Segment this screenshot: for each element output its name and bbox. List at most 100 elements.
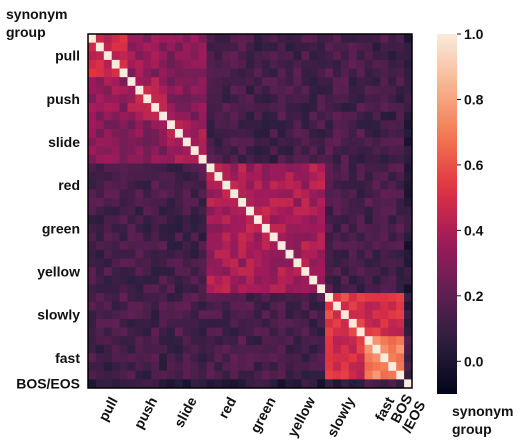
heatmap-cell xyxy=(253,362,263,372)
heatmap-cell xyxy=(222,85,231,95)
heatmap-cell xyxy=(174,198,184,208)
heatmap-cell xyxy=(372,310,381,320)
heatmap-cell xyxy=(230,137,239,147)
heatmap-cell xyxy=(325,284,334,294)
heatmap-cell xyxy=(88,362,97,372)
heatmap-cell xyxy=(253,379,263,389)
heatmap-cell xyxy=(293,293,302,303)
heatmap-cell xyxy=(222,353,231,363)
heatmap-cell xyxy=(261,51,271,61)
heatmap-cell xyxy=(253,353,263,363)
heatmap-cell xyxy=(293,94,302,104)
heatmap-cell xyxy=(356,327,365,337)
heatmap-cell xyxy=(143,198,152,208)
heatmap-cell xyxy=(206,189,215,199)
heatmap-cell xyxy=(135,336,144,346)
heatmap-cell xyxy=(135,223,144,233)
heatmap-cell xyxy=(388,379,397,389)
heatmap-cell xyxy=(119,77,128,87)
heatmap-cell xyxy=(404,353,413,363)
heatmap-cell xyxy=(380,336,389,346)
heatmap-cell xyxy=(174,68,184,78)
heatmap-cell xyxy=(222,163,231,173)
heatmap-cell xyxy=(135,370,144,380)
heatmap-cell xyxy=(396,379,405,389)
heatmap-cell xyxy=(103,370,113,380)
heatmap-cell xyxy=(246,258,255,268)
heatmap-cell xyxy=(356,344,365,354)
heatmap-cell xyxy=(135,172,144,182)
heatmap-cell xyxy=(332,180,342,190)
heatmap-cell xyxy=(348,215,358,225)
heatmap-cell xyxy=(159,128,168,139)
heatmap-cell xyxy=(135,189,144,199)
heatmap-cell xyxy=(277,34,286,44)
heatmap-cell xyxy=(348,318,358,328)
heatmap-cell xyxy=(151,120,160,130)
heatmap-cell xyxy=(159,180,168,190)
heatmap-cell xyxy=(88,318,97,328)
heatmap-cell xyxy=(388,51,397,61)
heatmap-cell xyxy=(230,42,239,52)
heatmap-cell xyxy=(388,362,397,372)
heatmap-cell xyxy=(182,128,192,139)
heatmap-cell xyxy=(285,336,294,346)
heatmap-cell xyxy=(340,223,350,233)
heatmap-cell xyxy=(159,111,168,121)
heatmap-cell xyxy=(190,258,200,268)
heatmap-cell xyxy=(356,275,365,285)
heatmap-cell xyxy=(190,344,200,354)
heatmap-cell xyxy=(309,215,318,225)
heatmap-cell xyxy=(103,275,113,285)
heatmap-cell xyxy=(238,293,247,303)
heatmap-cell xyxy=(356,258,365,268)
heatmap-cell xyxy=(396,318,405,328)
heatmap-cell xyxy=(230,370,239,380)
heatmap-cell xyxy=(222,103,231,113)
heatmap-cell xyxy=(135,249,144,259)
heatmap-cell xyxy=(325,275,334,285)
heatmap-cell xyxy=(285,85,294,95)
heatmap-cell xyxy=(356,51,365,61)
heatmap-cell xyxy=(404,310,413,320)
heatmap-cell xyxy=(198,34,207,44)
heatmap-cell xyxy=(372,267,381,277)
heatmap-cell xyxy=(277,223,286,233)
heatmap-cell xyxy=(127,189,136,199)
heatmap-cell xyxy=(356,241,365,251)
heatmap-cell xyxy=(404,68,413,78)
heatmap-cell xyxy=(356,94,365,104)
heatmap-cell xyxy=(364,344,373,354)
heatmap-cell xyxy=(88,353,97,363)
heatmap-cell xyxy=(246,353,255,363)
heatmap-cell xyxy=(111,154,121,164)
heatmap-cell xyxy=(388,215,397,225)
heatmap-cell xyxy=(111,258,121,268)
heatmap-cell xyxy=(388,301,397,311)
heatmap-cell xyxy=(309,103,318,113)
heatmap-cell xyxy=(230,275,239,285)
heatmap-cell xyxy=(214,34,223,44)
heatmap-cell xyxy=(325,120,334,130)
heatmap-cell xyxy=(127,59,136,69)
heatmap-cell xyxy=(396,59,405,69)
heatmap-cell xyxy=(388,249,397,259)
heatmap-cell xyxy=(206,146,215,156)
heatmap-cell xyxy=(356,301,365,311)
heatmap-cell xyxy=(380,42,389,52)
heatmap-cell xyxy=(348,249,358,259)
heatmap-cell xyxy=(388,34,397,44)
heatmap-cell xyxy=(396,137,405,147)
heatmap-cell xyxy=(135,163,144,173)
heatmap-cell xyxy=(190,42,200,52)
heatmap-cell xyxy=(253,180,263,190)
heatmap-cell xyxy=(206,370,215,380)
heatmap-cell xyxy=(167,241,176,251)
heatmap-cell xyxy=(317,336,326,346)
heatmap-cell xyxy=(111,232,121,242)
heatmap-cell xyxy=(277,180,286,190)
heatmap-cell xyxy=(119,120,128,130)
heatmap-cell xyxy=(372,301,381,311)
heatmap-cell xyxy=(222,275,231,285)
